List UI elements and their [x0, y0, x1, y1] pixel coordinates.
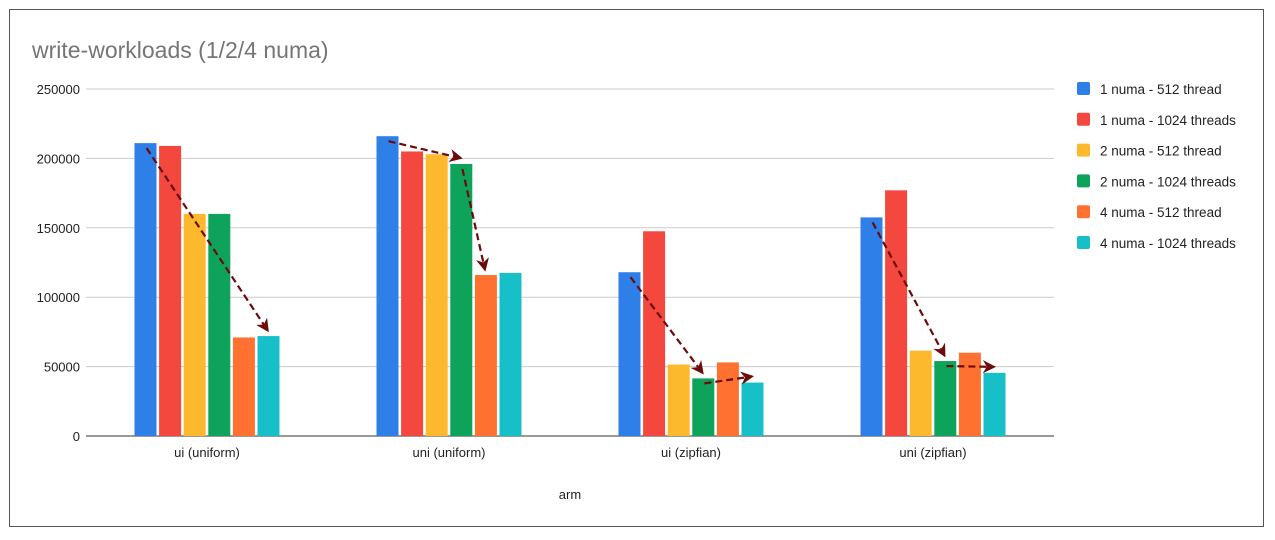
- annotation-arrow: [704, 371, 755, 385]
- bar: [667, 364, 690, 436]
- bar: [983, 372, 1006, 436]
- bar: [692, 378, 715, 436]
- annotation-arrow: [461, 168, 489, 272]
- bar: [934, 361, 957, 436]
- legend-label: 2 numa - 1024 threads: [1100, 174, 1236, 189]
- y-tick-label: 150000: [37, 221, 80, 236]
- legend-swatch: [1077, 143, 1090, 157]
- bar: [958, 352, 981, 436]
- y-tick-label: 50000: [44, 360, 80, 375]
- legend-swatch: [1077, 205, 1090, 219]
- bar: [401, 151, 424, 436]
- chart-title: write-workloads (1/2/4 numa): [31, 37, 329, 63]
- bar: [450, 163, 473, 436]
- annotation-arrow: [145, 147, 269, 333]
- legend-swatch: [1077, 236, 1090, 249]
- x-axis-label: arm: [559, 487, 581, 502]
- bar: [232, 337, 255, 436]
- x-tick-label: ui (uniform): [174, 445, 240, 460]
- bar: [474, 274, 497, 436]
- bar: [425, 154, 448, 436]
- x-tick-label: uni (zipfian): [899, 445, 966, 460]
- legend-swatch: [1077, 82, 1090, 95]
- y-tick-label: 200000: [37, 151, 80, 166]
- legend-label: 2 numa - 512 thread: [1100, 144, 1222, 159]
- bars: [134, 136, 1006, 436]
- bar: [860, 217, 883, 436]
- annotation-arrow: [871, 221, 946, 358]
- x-tick-label: ui (zipfian): [661, 445, 721, 460]
- bar: [159, 145, 182, 436]
- legend-swatch: [1077, 112, 1090, 126]
- y-tick-label: 100000: [37, 290, 80, 305]
- y-tick-label: 0: [73, 429, 80, 444]
- legend-label: 1 numa - 512 thread: [1100, 82, 1222, 97]
- bar: [183, 213, 206, 436]
- legend-label: 1 numa - 1024 threads: [1100, 113, 1236, 128]
- bar: [909, 350, 932, 436]
- annotation-arrow: [629, 276, 704, 375]
- legend: 1 numa - 512 thread 1 numa - 1024 threads…: [1077, 82, 1236, 251]
- bar: [376, 136, 399, 436]
- bar: [741, 382, 764, 436]
- legend-swatch: [1077, 174, 1090, 188]
- legend-label: 4 numa - 1024 threads: [1100, 236, 1236, 251]
- bar: [643, 231, 666, 436]
- annotation-arrows: [145, 140, 997, 385]
- x-axis: ui (uniform) uni (uniform) ui (zipfian) uni…: [174, 445, 966, 460]
- bar: [208, 213, 231, 436]
- gridlines: [86, 88, 1054, 437]
- bar: [257, 336, 280, 436]
- annotation-arrow: [946, 360, 997, 374]
- annotation-arrow: [388, 140, 463, 162]
- bar: [134, 143, 157, 436]
- bar: [499, 272, 522, 436]
- bar: [618, 272, 641, 436]
- y-axis-ticks: 0 50000 100000 150000 200000 250000: [37, 82, 80, 444]
- legend-label: 4 numa - 512 thread: [1100, 205, 1222, 220]
- bar: [716, 362, 739, 436]
- y-tick-label: 250000: [37, 82, 80, 97]
- bar: [885, 190, 908, 436]
- x-tick-label: uni (uniform): [413, 445, 486, 460]
